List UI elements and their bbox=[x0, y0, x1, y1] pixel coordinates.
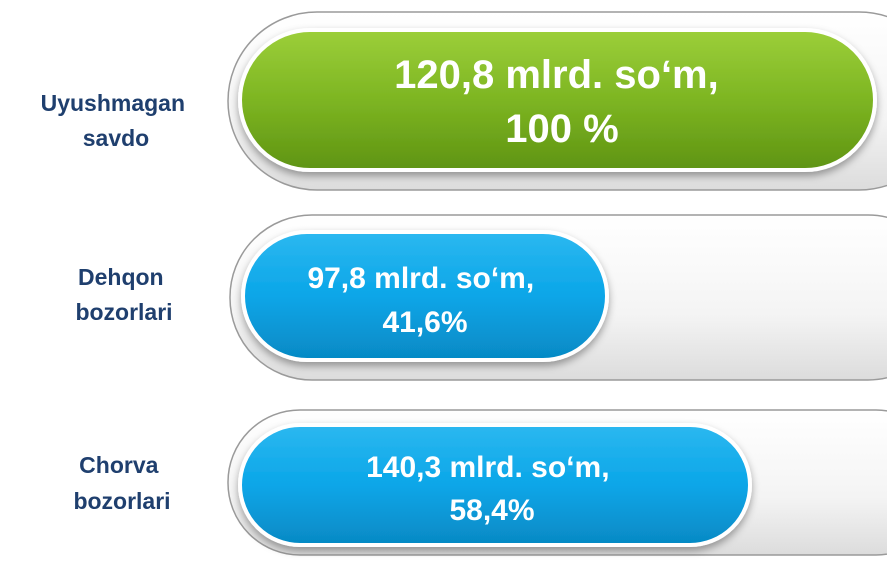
label-line: Chorva bbox=[79, 452, 158, 478]
label-line: Uyushmagan bbox=[41, 90, 185, 116]
label-line: bozorlari bbox=[75, 299, 172, 325]
value-line: 140,3 mlrd. so‘m, bbox=[366, 451, 609, 484]
row-label: Chorva bozorlari bbox=[73, 452, 170, 514]
value-line: 41,6% bbox=[382, 306, 467, 339]
value-line: 120,8 mlrd. so‘m, bbox=[394, 53, 719, 97]
fill-bar bbox=[238, 28, 877, 172]
row-value: 140,3 mlrd. so‘m, 58,4% bbox=[366, 451, 618, 527]
label-line: bozorlari bbox=[73, 488, 170, 514]
row-value: 120,8 mlrd. so‘m, 100 % bbox=[394, 53, 730, 151]
row-label: Dehqon bozorlari bbox=[75, 264, 172, 325]
value-line: 97,8 mlrd. so‘m, bbox=[307, 262, 534, 295]
row-value: 97,8 mlrd. so‘m, 41,6% bbox=[307, 262, 542, 339]
fill-bar bbox=[238, 423, 752, 547]
row-label: Uyushmagan savdo bbox=[41, 90, 192, 151]
label-line: Dehqon bbox=[78, 264, 164, 290]
value-line: 100 % bbox=[505, 107, 618, 151]
label-line: savdo bbox=[83, 125, 149, 151]
value-line: 58,4% bbox=[449, 494, 534, 527]
fill-bar bbox=[241, 230, 609, 362]
